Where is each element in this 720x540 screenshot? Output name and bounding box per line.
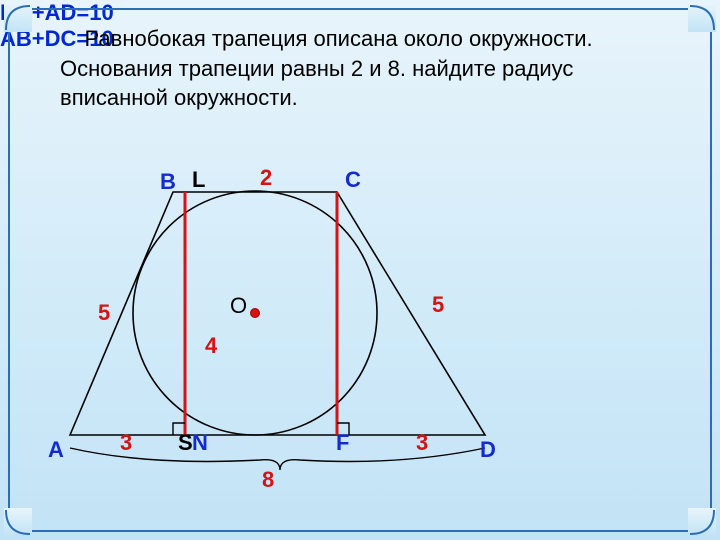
label-O: O [230, 293, 247, 319]
problem-line1: Равнобокая трапеция описана около окружн… [84, 26, 592, 51]
label-A: A [48, 437, 64, 463]
slide: Равнобокая трапеция описана около окружн… [0, 0, 720, 540]
label-L: L [192, 167, 205, 193]
problem-line2: Основания трапеции равны 2 и 8. найдите … [60, 56, 573, 81]
corner-tl [4, 4, 32, 32]
label-C: C [345, 167, 361, 193]
value-bc: 2 [260, 165, 272, 191]
label-N: N [192, 430, 208, 456]
corner-tr [688, 4, 716, 32]
problem-text: Равнобокая трапеция описана около окружн… [60, 24, 680, 113]
label-D: D [480, 437, 496, 463]
value-an: 3 [120, 430, 132, 456]
value-ad: 8 [262, 467, 274, 493]
value-cd: 5 [432, 292, 444, 318]
geometry-figure [30, 140, 550, 520]
corner-bl [4, 508, 32, 536]
problem-line3: вписанной окружности. [60, 85, 298, 110]
center-point [251, 309, 260, 318]
label-B: B [160, 169, 176, 195]
value-ab: 5 [98, 300, 110, 326]
label-F: F [336, 430, 349, 456]
label-S: S [178, 430, 193, 456]
value-r: 4 [205, 333, 217, 359]
corner-br [688, 508, 716, 536]
value-fd: 3 [416, 430, 428, 456]
